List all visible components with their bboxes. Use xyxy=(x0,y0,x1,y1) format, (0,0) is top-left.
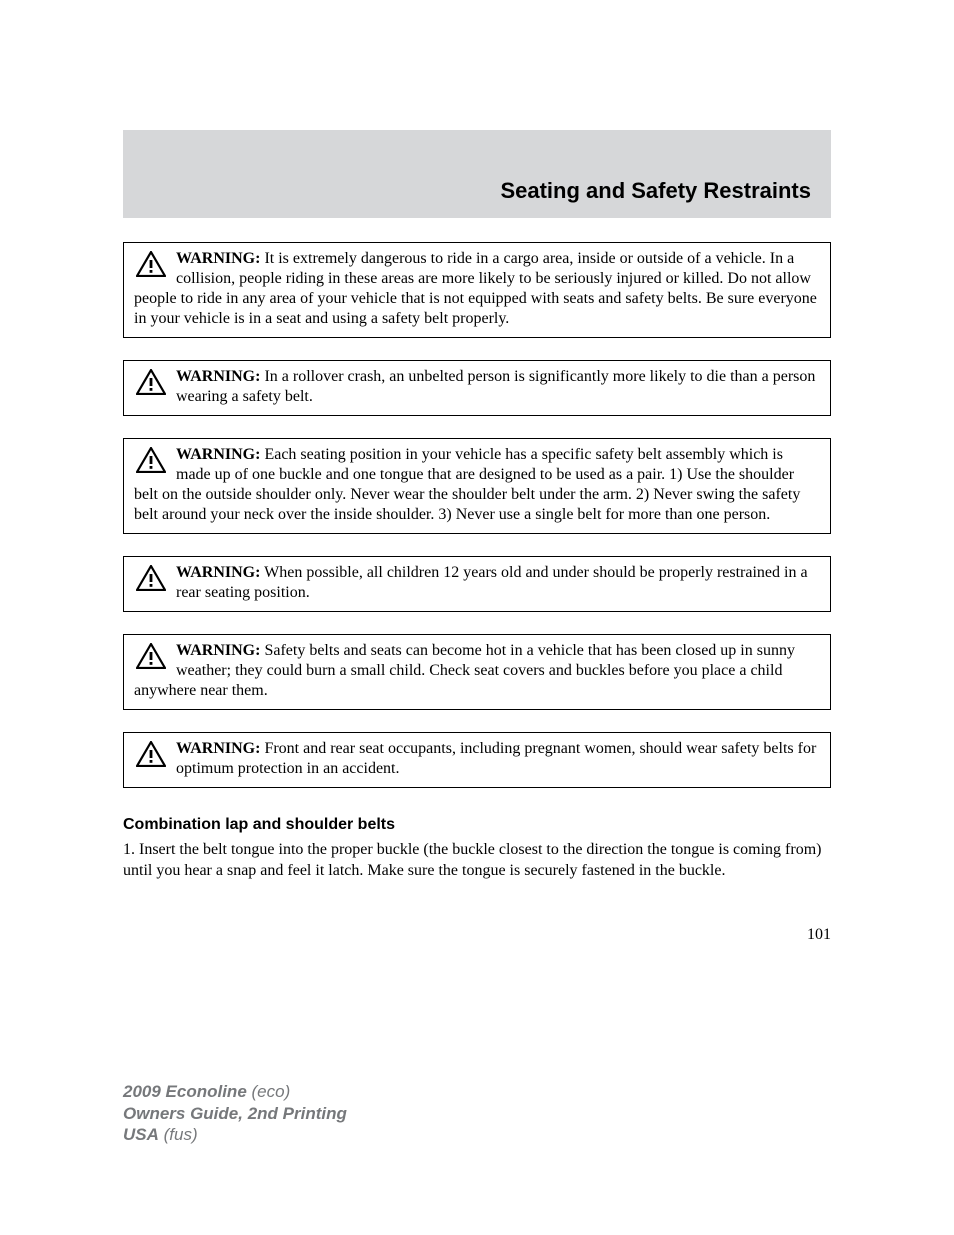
footer-region: USA xyxy=(123,1125,159,1144)
warning-icon xyxy=(136,741,166,767)
warning-label: WARNING: xyxy=(176,368,260,385)
warning-text: Front and rear seat occupants, including… xyxy=(176,740,816,777)
warning-icon xyxy=(136,369,166,395)
warning-icon xyxy=(136,565,166,591)
footer-model-code: (eco) xyxy=(252,1082,291,1101)
footer-line-3: USA (fus) xyxy=(123,1124,347,1145)
warning-label: WARNING: xyxy=(176,642,260,659)
footer-line-1: 2009 Econoline (eco) xyxy=(123,1081,347,1102)
warning-box: WARNING: Each seating position in your v… xyxy=(123,438,831,534)
warning-box: WARNING: Safety belts and seats can beco… xyxy=(123,634,831,710)
footer-region-code: (fus) xyxy=(164,1125,198,1144)
page-title: Seating and Safety Restraints xyxy=(143,178,811,204)
section-paragraph: 1. Insert the belt tongue into the prope… xyxy=(123,840,831,882)
footer-model: 2009 Econoline xyxy=(123,1082,247,1101)
warning-label: WARNING: xyxy=(176,250,260,267)
page: Seating and Safety Restraints WARNING: I… xyxy=(0,0,954,1235)
warning-box: WARNING: In a rollover crash, an unbelte… xyxy=(123,360,831,416)
footer-line-2: Owners Guide, 2nd Printing xyxy=(123,1103,347,1124)
warning-text: When possible, all children 12 years old… xyxy=(176,564,808,601)
header-band: Seating and Safety Restraints xyxy=(123,130,831,218)
warning-box: WARNING: Front and rear seat occupants, … xyxy=(123,732,831,788)
warning-text: In a rollover crash, an unbelted person … xyxy=(176,368,815,405)
footer: 2009 Econoline (eco) Owners Guide, 2nd P… xyxy=(123,1081,347,1145)
warning-box: WARNING: It is extremely dangerous to ri… xyxy=(123,242,831,338)
warning-label: WARNING: xyxy=(176,564,260,581)
warning-icon xyxy=(136,251,166,277)
warning-label: WARNING: xyxy=(176,446,260,463)
warning-icon xyxy=(136,447,166,473)
page-number: 101 xyxy=(123,926,831,944)
section-heading: Combination lap and shoulder belts xyxy=(123,816,831,834)
warning-icon xyxy=(136,643,166,669)
warning-label: WARNING: xyxy=(176,740,260,757)
warning-box: WARNING: When possible, all children 12 … xyxy=(123,556,831,612)
